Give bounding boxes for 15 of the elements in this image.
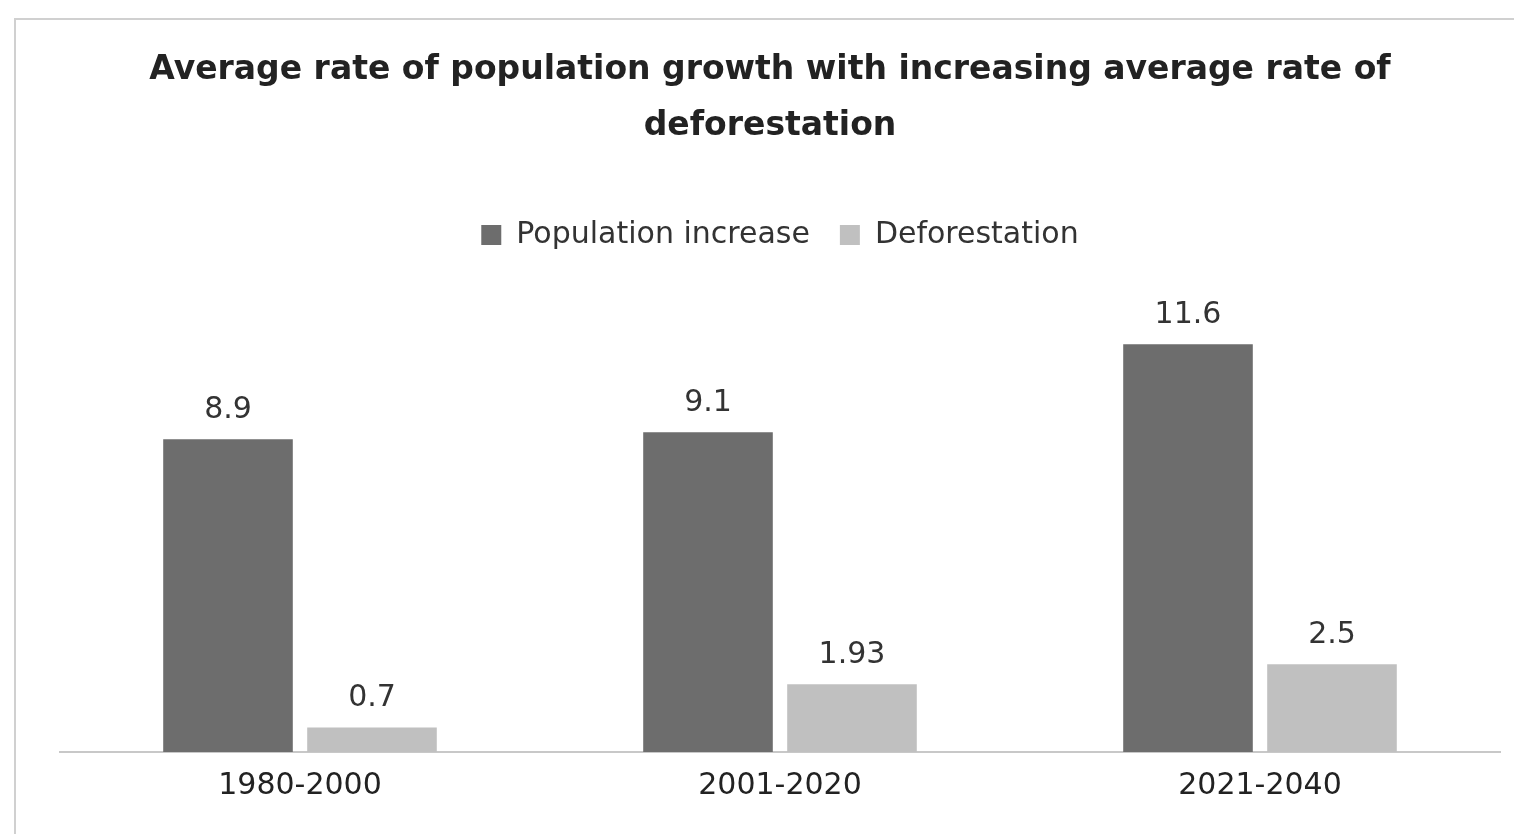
data-label: 0.7 bbox=[348, 678, 396, 714]
data-label: 2.5 bbox=[1308, 614, 1356, 650]
x-tick-label: 1980-2000 bbox=[218, 765, 382, 801]
data-label: 11.6 bbox=[1154, 295, 1222, 331]
data-label: 8.9 bbox=[204, 390, 252, 426]
chart-title: Average rate of population growth with increasing average rate of deforestation bbox=[148, 47, 1392, 145]
bar bbox=[1123, 344, 1253, 752]
bar bbox=[163, 439, 293, 752]
x-tick-label: 2021-2040 bbox=[1178, 765, 1342, 801]
bar bbox=[643, 432, 773, 752]
legend-label: Population increase bbox=[516, 214, 810, 250]
data-label: 9.1 bbox=[684, 383, 732, 418]
x-tick-label: 2001-2020 bbox=[698, 765, 862, 801]
data-label: 1.93 bbox=[818, 634, 886, 670]
legend-label: Deforestation bbox=[874, 214, 1079, 250]
